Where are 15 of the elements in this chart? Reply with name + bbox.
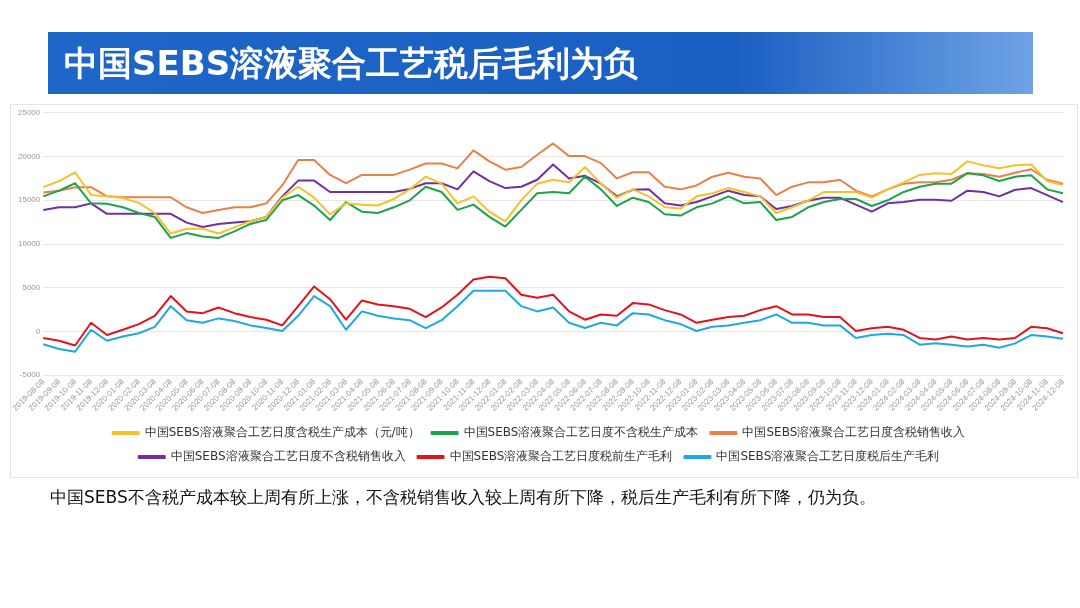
legend-label: 中国SEBS溶液聚合工艺日度含税生产成本（元/吨）: [144, 425, 420, 440]
text: 中国SEBS不含税产成本较上周有所上涨，不含税销售收入较上周有所下降，税后生产毛利有所下降，仍为负。: [49, 486, 877, 509]
y-tick-label: 15000: [18, 195, 41, 205]
chart-title: 中国SEBS溶液聚合工艺税后毛利为负: [48, 32, 1033, 94]
y-tick-label: -5000: [19, 370, 41, 380]
legend-label: 中国SEBS溶液聚合工艺日度含税销售收入: [742, 425, 966, 440]
legend-label: 中国SEBS溶液聚合工艺日度税前生产毛利: [449, 449, 673, 464]
legend-label: 中国SEBS溶液聚合工艺日度不含税生产成本: [463, 425, 699, 440]
y-tick-label: 10000: [18, 239, 41, 249]
y-tick-label: 0: [35, 326, 41, 336]
y-tick-label: 5000: [22, 282, 41, 292]
y-tick-label: 25000: [18, 108, 41, 117]
y-tick-label: 20000: [18, 151, 41, 161]
legend-label: 中国SEBS溶液聚合工艺日度不含税销售收入: [170, 449, 406, 464]
legend-label: 中国SEBS溶液聚合工艺日度税后生产毛利: [716, 449, 940, 464]
